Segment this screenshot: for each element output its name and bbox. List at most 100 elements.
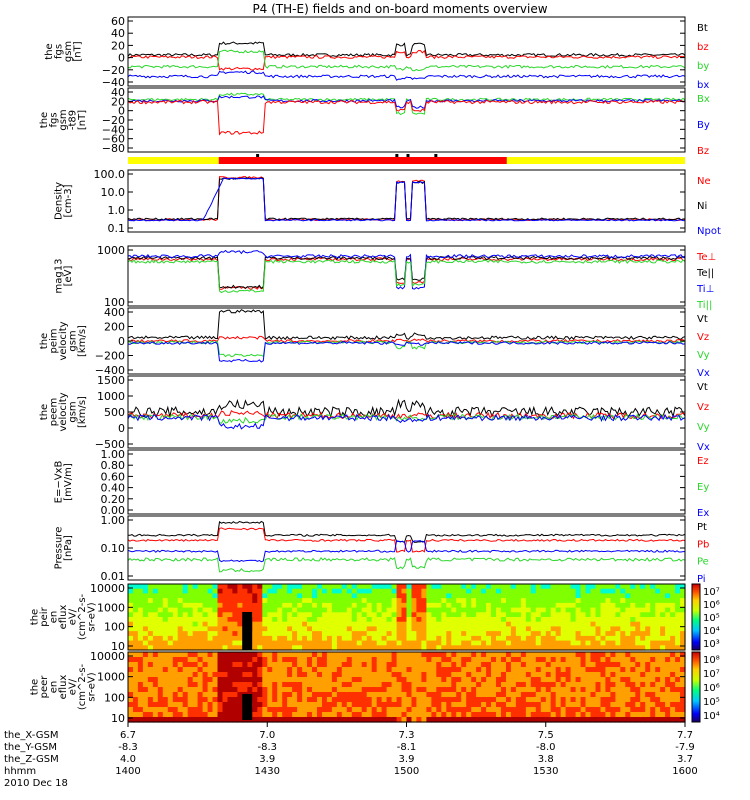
heatmap-cell: [351, 717, 358, 723]
heatmap-cell: [232, 697, 238, 703]
heatmap-cell: [456, 602, 462, 609]
heatmap-cell: [680, 667, 686, 673]
heatmap-cell: [142, 672, 149, 678]
legend-exb-2: Ex: [697, 508, 709, 519]
heatmap-cell: [212, 672, 219, 678]
heatmap-cell: [515, 598, 522, 604]
heatmap-cell: [640, 652, 646, 658]
heatmap-cell: [346, 652, 353, 658]
heatmap-cell: [570, 687, 577, 693]
heatmap-cell: [227, 672, 234, 678]
heatmap-cell: [406, 667, 413, 673]
heatmap-cell: [366, 712, 373, 718]
heatmap-cell: [496, 631, 502, 637]
heatmap-cell: [331, 667, 338, 673]
heatmap-cell: [426, 626, 432, 632]
heatmap-cell: [461, 645, 467, 651]
heatmap-cell: [381, 712, 388, 718]
heatmap-cell: [545, 640, 552, 646]
heatmap-cell: [232, 682, 238, 688]
heatmap-cell: [655, 640, 661, 646]
heatmap-cell: [172, 697, 179, 703]
heatmap-cell: [675, 631, 681, 637]
heatmap-cell: [371, 612, 378, 618]
series-line-peem-2: [127, 413, 686, 424]
heatmap-cell: [396, 687, 403, 693]
heatmap-cell: [620, 602, 626, 609]
heatmap-cell: [426, 712, 432, 718]
heatmap-cell: [680, 712, 686, 718]
heatmap-cell: [481, 672, 487, 678]
heatmap-cell: [625, 662, 631, 668]
heatmap-cell: [346, 635, 353, 642]
heatmap-cell: [287, 657, 293, 663]
xaxis-value: 7.7: [677, 730, 693, 741]
heatmap-cell: [680, 692, 686, 698]
heatmap-cell: [635, 662, 641, 668]
heatmap-cell: [157, 612, 164, 618]
heatmap-cell: [142, 645, 149, 651]
xaxis-row-label: the_X-GSM: [4, 730, 58, 741]
heatmap-cell: [277, 707, 283, 713]
heatmap-cell: [212, 631, 219, 637]
heatmap-cell: [625, 593, 631, 599]
heatmap-cell: [525, 621, 532, 627]
heatmap-cell: [565, 692, 572, 698]
heatmap-cell: [665, 667, 671, 673]
heatmap-cell: [361, 667, 368, 673]
heatmap-cell: [471, 657, 477, 663]
heatmap-cell: [675, 657, 681, 663]
heatmap-cell: [167, 667, 174, 673]
heatmap-cell: [411, 631, 418, 637]
heatmap-cell: [545, 621, 552, 627]
heatmap-cell: [530, 702, 537, 708]
heatmap-cell: [670, 702, 676, 708]
heatmap-cell: [486, 707, 492, 713]
xaxis-value: 4.0: [120, 754, 136, 765]
heatmap-cell: [575, 672, 582, 678]
heatmap-cell: [600, 652, 607, 658]
heatmap-cell: [142, 687, 149, 693]
heatmap-cell: [147, 702, 154, 708]
heatmap-cell: [167, 631, 174, 637]
heatmap-cell: [157, 697, 164, 703]
heatmap-cell: [481, 617, 487, 623]
heatmap-cell: [491, 702, 497, 708]
heatmap-cell: [202, 612, 209, 618]
heatmap-cell: [535, 677, 542, 683]
heatmap-cell: [520, 593, 527, 599]
heatmap-cell: [645, 692, 651, 698]
heatmap-cell: [222, 607, 229, 613]
heatmap-cell: [257, 677, 263, 683]
ylabel-line: eV/: [68, 678, 79, 695]
heatmap-cell: [510, 702, 517, 708]
heatmap-cell: [287, 717, 293, 723]
heatmap-cell: [401, 712, 408, 718]
heatmap-cell: [491, 631, 497, 637]
heatmap-cell: [506, 687, 512, 693]
heatmap-cell: [386, 588, 393, 594]
heatmap-cell: [252, 645, 258, 651]
heatmap-cell: [451, 717, 457, 723]
heatmap-cell: [162, 707, 169, 713]
heatmap-cell: [580, 617, 587, 623]
heatmap-cell: [227, 652, 234, 658]
heatmap-cell: [331, 621, 338, 627]
heatmap-cell: [212, 657, 219, 663]
heatmap-cell: [237, 588, 243, 594]
heatmap-cell: [580, 697, 587, 703]
heatmap-cell: [575, 645, 582, 651]
heatmap-cell: [282, 707, 288, 713]
heatmap-cell: [331, 672, 338, 678]
heatmap-cell: [227, 593, 234, 599]
heatmap-cell: [585, 687, 592, 693]
heatmap-cell: [545, 677, 552, 683]
heatmap-cell: [540, 657, 547, 663]
heatmap-cell: [282, 697, 288, 703]
ytick-label: 500: [104, 406, 125, 419]
heatmap-cell: [351, 621, 358, 627]
heatmap-cell: [506, 662, 512, 668]
heatmap-cell: [501, 640, 507, 646]
heatmap-cell: [461, 657, 467, 663]
heatmap-cell: [182, 707, 189, 713]
